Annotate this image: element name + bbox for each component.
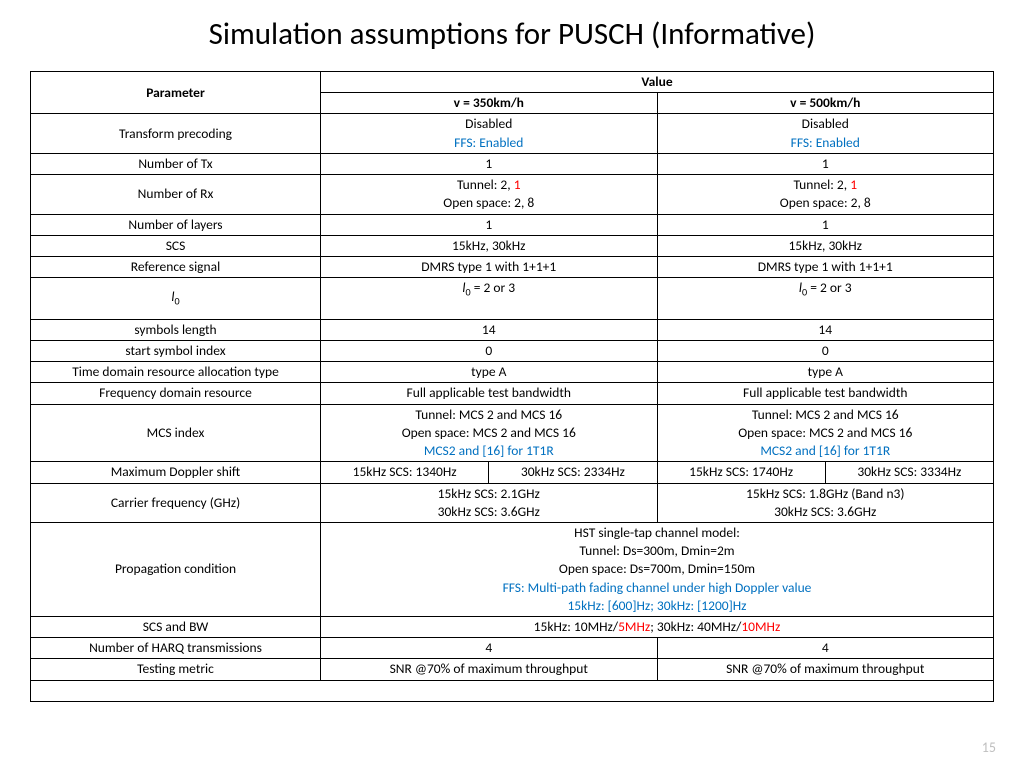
cell-v350: l0 = 2 or 3 — [321, 278, 658, 320]
cell-v500: 1 — [657, 153, 994, 174]
cell-v500: 15kHz, 30kHz — [657, 235, 994, 256]
slide-title: Simulation assumptions for PUSCH (Inform… — [30, 15, 994, 53]
cell-v350: Tunnel: MCS 2 and MCS 16 Open space: MCS… — [321, 404, 658, 462]
cell-merged: HST single-tap channel model: Tunnel: Ds… — [321, 522, 994, 616]
row-carrier-freq: Carrier frequency (GHz) 15kHz SCS: 2.1GH… — [31, 483, 994, 522]
row-propagation: Propagation condition HST single-tap cha… — [31, 522, 994, 616]
page-number: 15 — [982, 739, 996, 756]
cell-v350: SNR @70% of maximum throughput — [321, 659, 658, 680]
param-label: Reference signal — [31, 256, 321, 277]
cell-v350: Disabled FFS: Enabled — [321, 114, 658, 153]
cell-v500: 4 — [657, 638, 994, 659]
cell-v500: 1 — [657, 214, 994, 235]
header-v500: v = 500km/h — [657, 93, 994, 114]
header-parameter: Parameter — [31, 72, 321, 114]
row-num-layers: Number of layers 1 1 — [31, 214, 994, 235]
param-label: Frequency domain resource — [31, 383, 321, 404]
row-scs: SCS 15kHz, 30kHz 15kHz, 30kHz — [31, 235, 994, 256]
cell-v500: Tunnel: MCS 2 and MCS 16 Open space: MCS… — [657, 404, 994, 462]
param-label: Transform precoding — [31, 114, 321, 153]
param-label: Number of Rx — [31, 175, 321, 214]
param-label: Number of HARQ transmissions — [31, 638, 321, 659]
row-start-symbol: start symbol index 0 0 — [31, 340, 994, 361]
cell-v500: Disabled FFS: Enabled — [657, 114, 994, 153]
cell-v350: type A — [321, 362, 658, 383]
cell-v350: 1 — [321, 153, 658, 174]
param-label: symbols length — [31, 319, 321, 340]
cell-v500: 14 — [657, 319, 994, 340]
cell-v350: 4 — [321, 638, 658, 659]
row-symbols-length: symbols length 14 14 — [31, 319, 994, 340]
param-label: Number of Tx — [31, 153, 321, 174]
cell-v350: Tunnel: 2, 1 Open space: 2, 8 — [321, 175, 658, 214]
parameters-table: Parameter Value v = 350km/h v = 500km/h … — [30, 71, 994, 702]
row-transform-precoding: Transform precoding Disabled FFS: Enable… — [31, 114, 994, 153]
row-testing-metric: Testing metric SNR @70% of maximum throu… — [31, 659, 994, 680]
cell-v350: 14 — [321, 319, 658, 340]
cell-v500: l0 = 2 or 3 — [657, 278, 994, 320]
cell-v350: 15kHz SCS: 2.1GHz 30kHz SCS: 3.6GHz — [321, 483, 658, 522]
param-label: Time domain resource allocation type — [31, 362, 321, 383]
empty-cell — [31, 680, 994, 701]
row-td-allocation: Time domain resource allocation type typ… — [31, 362, 994, 383]
cell-v500: DMRS type 1 with 1+1+1 — [657, 256, 994, 277]
cell-v350: DMRS type 1 with 1+1+1 — [321, 256, 658, 277]
param-label: SCS — [31, 235, 321, 256]
cell-v350-30khz: 30kHz SCS: 2334Hz — [489, 462, 657, 483]
cell-v500-15khz: 15kHz SCS: 1740Hz — [657, 462, 825, 483]
param-label: Testing metric — [31, 659, 321, 680]
param-label: Carrier frequency (GHz) — [31, 483, 321, 522]
row-empty — [31, 680, 994, 701]
cell-v350-15khz: 15kHz SCS: 1340Hz — [321, 462, 489, 483]
row-reference-signal: Reference signal DMRS type 1 with 1+1+1 … — [31, 256, 994, 277]
param-label: start symbol index — [31, 340, 321, 361]
cell-v500: 15kHz SCS: 1.8GHz (Band n3) 30kHz SCS: 3… — [657, 483, 994, 522]
cell-v500-30khz: 30kHz SCS: 3334Hz — [825, 462, 993, 483]
header-v350: v = 350km/h — [321, 93, 658, 114]
row-doppler: Maximum Doppler shift 15kHz SCS: 1340Hz … — [31, 462, 994, 483]
cell-v500: 0 — [657, 340, 994, 361]
cell-v500: SNR @70% of maximum throughput — [657, 659, 994, 680]
row-scs-bw: SCS and BW 15kHz: 10MHz/5MHz; 30kHz: 40M… — [31, 617, 994, 638]
param-label: Number of layers — [31, 214, 321, 235]
param-label: MCS index — [31, 404, 321, 462]
row-mcs-index: MCS index Tunnel: MCS 2 and MCS 16 Open … — [31, 404, 994, 462]
cell-v350: 0 — [321, 340, 658, 361]
slide-container: Simulation assumptions for PUSCH (Inform… — [0, 0, 1024, 702]
row-harq: Number of HARQ transmissions 4 4 — [31, 638, 994, 659]
cell-v350: 1 — [321, 214, 658, 235]
param-label: l0 — [31, 278, 321, 320]
cell-merged: 15kHz: 10MHz/5MHz; 30kHz: 40MHz/10MHz — [321, 617, 994, 638]
param-label: Propagation condition — [31, 522, 321, 616]
cell-v500: type A — [657, 362, 994, 383]
cell-v500: Full applicable test bandwidth — [657, 383, 994, 404]
param-label: SCS and BW — [31, 617, 321, 638]
header-value: Value — [321, 72, 994, 93]
row-num-tx: Number of Tx 1 1 — [31, 153, 994, 174]
row-num-rx: Number of Rx Tunnel: 2, 1 Open space: 2,… — [31, 175, 994, 214]
row-fd-resource: Frequency domain resource Full applicabl… — [31, 383, 994, 404]
header-row-1: Parameter Value — [31, 72, 994, 93]
row-l0: l0 l0 = 2 or 3 l0 = 2 or 3 — [31, 278, 994, 320]
cell-v350: 15kHz, 30kHz — [321, 235, 658, 256]
cell-v500: Tunnel: 2, 1 Open space: 2, 8 — [657, 175, 994, 214]
cell-v350: Full applicable test bandwidth — [321, 383, 658, 404]
param-label: Maximum Doppler shift — [31, 462, 321, 483]
